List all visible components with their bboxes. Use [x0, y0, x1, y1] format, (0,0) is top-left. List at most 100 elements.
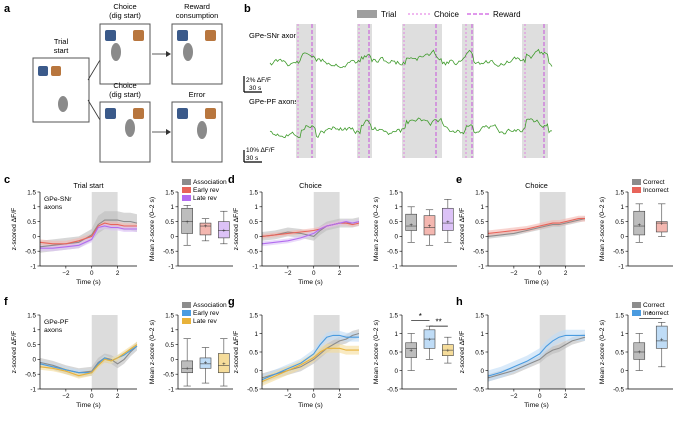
chart-d_box-y-tick-label: 1	[394, 204, 398, 211]
legend-swatch-early-rev	[182, 187, 191, 193]
chart-f-y-tick-label: 0.5	[27, 342, 36, 349]
chart-f-y-tick-label: 0	[32, 357, 36, 364]
arrowhead-icon	[166, 129, 171, 135]
chart-c-x-tick-label: −2	[62, 270, 70, 277]
chart-e-x-tick-label: −2	[510, 270, 518, 277]
chart-g-y-tick-label: 1	[254, 331, 258, 338]
chart-h_box-y-tick-label: 1.5	[615, 312, 624, 319]
bowl-orange-icon	[133, 30, 144, 41]
chart-e-xlabel: Time (s)	[524, 279, 549, 286]
bowl-orange-icon	[205, 30, 216, 41]
box-body	[423, 215, 436, 236]
significance-label: **	[436, 318, 442, 327]
box-correct: +	[633, 203, 646, 243]
chart-g-y-tick-label: -0.5	[247, 386, 258, 393]
chart-g-x-tick-label: −2	[284, 393, 292, 400]
box-body	[655, 221, 668, 233]
box-early-rev: +	[199, 218, 212, 242]
chart-e_box-y-tick-label: -0.5	[613, 249, 624, 256]
chart-c-y-tick-label: 0	[32, 234, 36, 241]
chart-d-title: Choice	[299, 181, 322, 190]
choice-top-label: Choice (dig start)	[109, 2, 141, 20]
panel-letter-b: b	[244, 3, 251, 15]
chart-h_box-ylabel: Mean z-score (0–2 s)	[599, 320, 606, 384]
chart-d-y-tick-label: 1.5	[249, 189, 258, 196]
chart-g_box-ylabel: Mean z-score (0–2 s)	[373, 320, 380, 384]
legend-swatch-association	[182, 302, 191, 308]
chart-h-y-tick-label: 1.5	[475, 312, 484, 319]
trial-start-label: Trial start	[54, 37, 70, 55]
legend-trial-swatch	[357, 10, 377, 18]
arrowhead-icon	[166, 51, 171, 57]
chart-f_box-y-tick-label: -0.5	[163, 372, 174, 379]
chart-e_box: -1 -0.5 0 0.5 1 1.5 Mean z-score (0–2 s) + + Corr…	[599, 179, 673, 270]
charts: c -1 -0.5 0 0.5 1 1.5 z-scored ΔF/F −2 0 2 Time (s)…	[4, 174, 673, 409]
bowl-blue-icon	[105, 108, 116, 119]
legend-choice-label: Choice	[434, 10, 459, 19]
series-line-correct	[487, 336, 586, 379]
box-mean: +	[428, 224, 432, 230]
choice-bottom-line1: Choice	[113, 81, 136, 90]
chart-h_box-y-tick-label: -0.5	[613, 386, 624, 393]
series-line-early-rev	[39, 345, 138, 374]
trial-start-line1: Trial	[54, 37, 69, 46]
chart-c-x-tick-label: 2	[116, 270, 120, 277]
trace1-label: GPe-SNr axons	[249, 31, 302, 40]
chart-f_box-y-tick-label: -1	[168, 386, 174, 393]
chart-f: f -1 -0.5 0 0.5 1 1.5 z-scored ΔF/F −2 0 2 Time (s)…	[4, 296, 138, 409]
box-mean: +	[222, 362, 226, 368]
panel-letter-e: e	[456, 174, 462, 186]
box-late-rev: +	[442, 199, 454, 243]
legend-label-association: Association	[193, 179, 227, 186]
bowl-orange-icon	[51, 66, 61, 76]
series-line-early-rev	[261, 334, 359, 381]
series-line-early-rev	[39, 222, 137, 245]
box-mean: +	[660, 337, 664, 343]
series-line-late-rev	[40, 225, 137, 249]
legend-swatch-correct	[632, 302, 641, 308]
chart-d-xlabel: Time (s)	[298, 279, 323, 286]
chart-f-y-tick-label: -0.5	[25, 372, 36, 379]
box-body	[218, 221, 230, 239]
box-mean: +	[185, 366, 189, 372]
box-association: +	[405, 333, 417, 371]
arrow-down	[87, 99, 101, 121]
chart-f-ylabel: z-scored ΔF/F	[11, 331, 18, 374]
chart-c-title: Trial start	[73, 181, 103, 190]
chart-c_box-y-tick-label: -1	[168, 263, 174, 270]
chart-d_box-y-tick-label: -1	[392, 263, 398, 270]
series-band-late-rev	[262, 343, 359, 386]
box-mean: +	[660, 221, 664, 227]
chart-f-y-tick-label: 1.5	[27, 312, 36, 319]
chart-c-inset-label: GPe-SNr	[44, 196, 72, 203]
bowl-orange-icon	[205, 108, 216, 119]
chart-c_box-y-tick-label: 0	[170, 234, 174, 241]
choice-bottom-line2: (dig start)	[109, 90, 141, 99]
trial-start-line2: start	[54, 46, 70, 55]
chart-d-x-tick-label: 0	[312, 270, 316, 277]
box-mean: +	[409, 348, 413, 354]
significance-label: *	[419, 312, 422, 321]
reward-line1: Reward	[184, 2, 210, 11]
bowl-blue-icon	[177, 30, 188, 41]
chart-f-shade	[91, 315, 118, 389]
chart-e: e -1 -0.5 0 0.5 1 1.5 z-scored ΔF/F −2 0 2 Time (s)…	[456, 174, 586, 286]
box-late-rev: +	[218, 338, 230, 387]
chart-h-x-tick-label: 0	[538, 393, 542, 400]
chart-e-ylabel: z-scored ΔF/F	[459, 208, 466, 251]
series-line-late-rev	[261, 221, 360, 245]
bowl-blue-icon	[177, 108, 188, 119]
chart-g-xlabel: Time (s)	[298, 402, 323, 409]
chart-c-ylabel: z-scored ΔF/F	[11, 208, 18, 251]
box-body	[405, 342, 417, 358]
box-mean: +	[409, 223, 413, 229]
box-mean: +	[428, 337, 432, 343]
box-association: +	[181, 205, 193, 246]
series-band-early-rev	[40, 343, 137, 376]
chart-d-x-tick-label: −2	[284, 270, 292, 277]
chart-d-y-tick-label: -1	[252, 263, 258, 270]
chart-f-x-tick-label: −2	[62, 393, 70, 400]
panel-letter-f: f	[4, 296, 8, 308]
chart-e_box-y-tick-label: 0.5	[615, 219, 624, 226]
trial-shade-1	[357, 24, 372, 158]
